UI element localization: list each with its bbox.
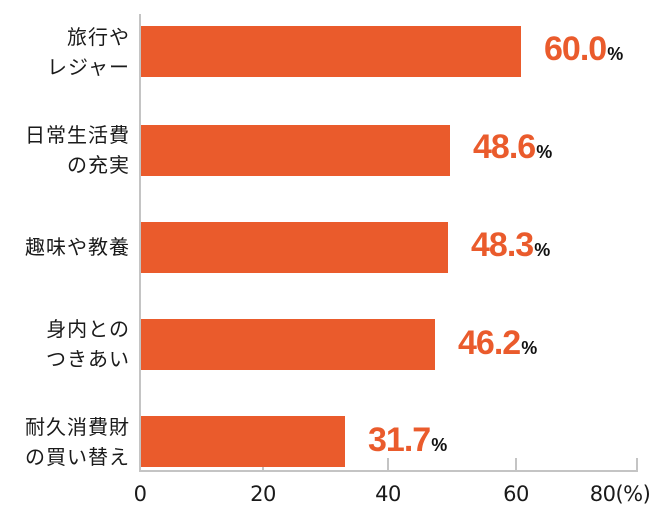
value-number: 46.2 bbox=[458, 324, 521, 362]
category-label-travel: 旅行や レジャー bbox=[47, 25, 130, 79]
percent-sign: % bbox=[521, 338, 537, 358]
category-label-living-expenses: 日常生活費 の充実 bbox=[25, 123, 130, 177]
percent-sign: % bbox=[536, 142, 552, 162]
x-tick-label-80: 80(%) bbox=[589, 482, 651, 506]
value-number: 60.0 bbox=[544, 30, 607, 68]
percent-sign: % bbox=[607, 44, 623, 64]
value-number: 48.6 bbox=[473, 128, 536, 166]
value-label-relatives: 46.2% bbox=[458, 324, 537, 363]
x-tick-label-20: 20 bbox=[250, 482, 276, 506]
category-label-durable-goods: 耐久消費財 の買い替え bbox=[25, 415, 130, 469]
percent-sign: % bbox=[431, 435, 447, 455]
x-tick-60 bbox=[515, 458, 517, 471]
bar-living-expenses bbox=[141, 125, 450, 176]
value-label-hobbies: 48.3% bbox=[471, 226, 550, 265]
category-label-relatives: 身内との つきあい bbox=[46, 317, 130, 371]
bar-relatives bbox=[141, 319, 435, 370]
value-label-travel: 60.0% bbox=[544, 30, 623, 69]
value-number: 48.3 bbox=[471, 226, 534, 264]
bar-durable-goods bbox=[141, 416, 345, 467]
x-axis-line bbox=[139, 470, 638, 472]
bar-travel bbox=[141, 26, 521, 77]
bar-hobbies bbox=[141, 222, 448, 273]
x-tick-label-60: 60 bbox=[503, 482, 529, 506]
x-tick-40 bbox=[387, 458, 389, 471]
value-number: 31.7 bbox=[368, 421, 431, 459]
x-tick-80 bbox=[636, 458, 638, 471]
percent-sign: % bbox=[534, 240, 550, 260]
y-axis-line bbox=[139, 14, 141, 472]
x-tick-label-40: 40 bbox=[375, 482, 401, 506]
value-label-durable-goods: 31.7% bbox=[368, 421, 447, 460]
category-label-hobbies: 趣味や教養 bbox=[25, 235, 130, 259]
x-tick-label-0: 0 bbox=[133, 482, 147, 506]
value-label-living-expenses: 48.6% bbox=[473, 128, 552, 167]
